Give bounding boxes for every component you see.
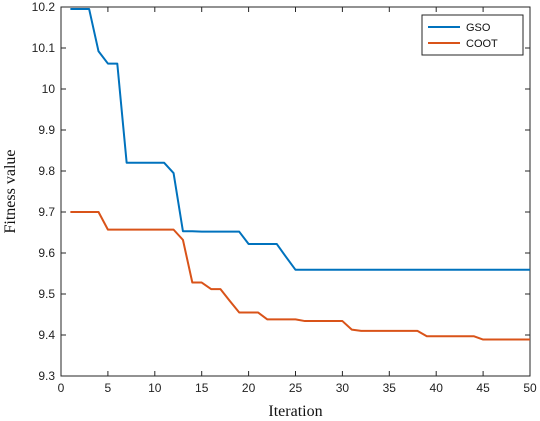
- x-tick-label: 45: [476, 381, 490, 395]
- x-tick-label: 10: [148, 381, 162, 395]
- legend: GSO COOT: [421, 14, 524, 56]
- x-axis: 0 5 10 15 20 25 30 35 40 45 50: [58, 7, 537, 395]
- x-tick-label: 15: [195, 381, 209, 395]
- x-tick-label: 40: [430, 381, 444, 395]
- y-tick-label: 10: [42, 82, 56, 96]
- legend-box: [421, 14, 524, 56]
- plot-area: [60, 6, 531, 377]
- x-tick-label: 25: [289, 381, 303, 395]
- y-tick-label: 9.4: [38, 328, 55, 342]
- y-axis-label: Fitness value: [2, 150, 19, 234]
- y-tick-label: 9.6: [38, 246, 55, 260]
- x-tick-label: 50: [523, 381, 537, 395]
- y-tick-label: 9.7: [38, 205, 55, 219]
- series-layer: [70, 8, 530, 341]
- y-tick-label: 10.2: [32, 0, 56, 14]
- legend-entry: COOT: [466, 38, 498, 50]
- y-tick-label: 9.5: [38, 287, 55, 301]
- x-tick-label: 30: [336, 381, 350, 395]
- x-tick-label: 0: [58, 381, 65, 395]
- y-tick-label: 9.9: [38, 123, 55, 137]
- x-tick-label: 5: [105, 381, 112, 395]
- series-line-gso: [70, 8, 530, 271]
- x-axis-label: Iteration: [268, 403, 322, 420]
- y-tick-label: 9.8: [38, 164, 55, 178]
- plot-frame: [60, 6, 531, 377]
- x-tick-label: 20: [242, 381, 256, 395]
- y-axis: 9.3 9.4 9.5 9.6 9.7 9.8 9.9 10 10.1 10.2: [32, 0, 530, 383]
- y-tick-label: 9.3: [38, 369, 55, 383]
- series-line-coot: [70, 211, 530, 341]
- legend-entry: GSO: [466, 22, 491, 34]
- x-tick-label: 35: [383, 381, 397, 395]
- y-tick-label: 10.1: [32, 41, 56, 55]
